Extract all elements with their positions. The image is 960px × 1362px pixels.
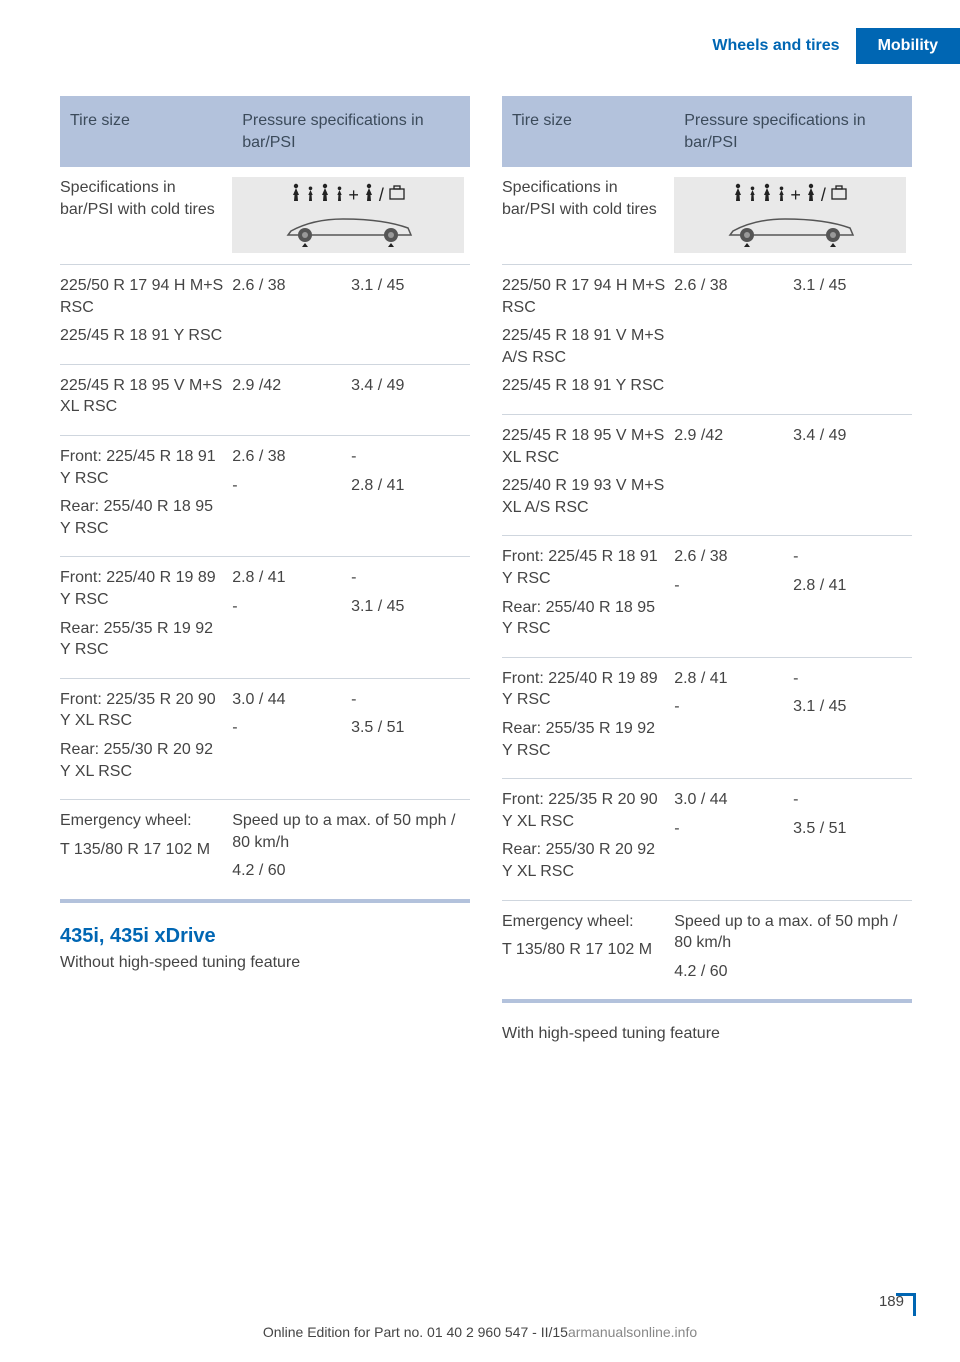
breadcrumb: Wheels and tires — [712, 37, 855, 55]
pressure-cell-2: 3.1 / 45 — [793, 265, 912, 415]
tire-size-cell: 225/50 R 17 94 H M+S RSC225/45 R 18 91 V… — [502, 265, 674, 415]
pressure-cell-1: 3.0 / 44- — [232, 678, 351, 799]
spec-label: Specifications in bar/PSI with cold tire… — [60, 167, 232, 264]
people-icon-row: + / — [682, 183, 898, 207]
pressure-cell-2: -2.8 / 41 — [351, 436, 470, 557]
header-bar: Wheels and tires Mobility — [712, 28, 960, 64]
content-area: Tire size Pressure specifications in bar… — [60, 96, 912, 1043]
pressure-cell-2: 3.4 / 49 — [351, 364, 470, 435]
pressure-cell-1: 2.8 / 41- — [232, 557, 351, 678]
pressure-cell-2: -3.5 / 51 — [351, 678, 470, 799]
left-column: Tire size Pressure specifications in bar… — [60, 96, 470, 1043]
header-pressure: Pressure specifications in bar/PSI — [674, 96, 912, 167]
tire-size-cell: 225/45 R 18 95 V M+S XL RSC225/40 R 19 9… — [502, 415, 674, 536]
person-icon — [290, 183, 302, 207]
table-row: Front: 225/45 R 18 91 Y RSCRear: 255/40 … — [502, 536, 912, 657]
car-icon — [715, 213, 865, 247]
page-number: 189 — [879, 1293, 904, 1310]
tire-size-cell: Front: 225/45 R 18 91 Y RSCRear: 255/40 … — [60, 436, 232, 557]
tire-size-cell: Front: 225/35 R 20 90 Y XL RSCRear: 255/… — [502, 779, 674, 900]
footer-edition: Online Edition for Part no. 01 40 2 960 … — [263, 1324, 568, 1340]
right-subtitle: With high-speed tuning feature — [502, 1025, 912, 1043]
table-header-row: Tire size Pressure specifications in bar… — [502, 96, 912, 167]
spec-row: Specifications in bar/PSI with cold tire… — [60, 167, 470, 264]
table-row: 225/50 R 17 94 H M+S RSC225/45 R 18 91 Y… — [60, 265, 470, 365]
footer-text: Online Edition for Part no. 01 40 2 960 … — [0, 1324, 960, 1340]
person-small-icon — [306, 183, 315, 207]
table-row: Front: 225/40 R 19 89 Y RSCRear: 255/35 … — [502, 657, 912, 778]
tire-size-cell: 225/50 R 17 94 H M+S RSC225/45 R 18 91 Y… — [60, 265, 232, 365]
table-row: 225/45 R 18 95 V M+S XL RSC225/40 R 19 9… — [502, 415, 912, 536]
car-icon-row — [240, 213, 456, 247]
person-icon — [761, 183, 773, 207]
spec-label: Specifications in bar/PSI with cold tire… — [502, 167, 674, 264]
pressure-cell-1: 2.8 / 41- — [674, 657, 793, 778]
car-icon-row — [682, 213, 898, 247]
page-corner-v — [913, 1296, 916, 1316]
pressure-cell-2: -2.8 / 41 — [793, 536, 912, 657]
spec-row: Specifications in bar/PSI with cold tire… — [502, 167, 912, 264]
pressure-cell-1: 2.6 / 38- — [232, 436, 351, 557]
person-icon — [319, 183, 331, 207]
pressure-cell-1: 3.0 / 44- — [674, 779, 793, 900]
slash-icon: / — [821, 183, 826, 207]
tire-size-cell: Emergency wheel:T 135/80 R 17 102 M — [502, 900, 674, 1001]
header-tire-size: Tire size — [60, 96, 232, 167]
tire-size-cell: 225/45 R 18 95 V M+S XL RSC — [60, 364, 232, 435]
person-icon — [732, 183, 744, 207]
pressure-cell-2: 3.1 / 45 — [351, 265, 470, 365]
pressure-cell-2: -3.1 / 45 — [351, 557, 470, 678]
plus-icon: + — [348, 183, 359, 207]
pressure-cell-2: -3.1 / 45 — [793, 657, 912, 778]
pressure-cell-1: 2.6 / 38 — [674, 265, 793, 415]
people-icon-row: + / — [240, 183, 456, 207]
car-icon — [273, 213, 423, 247]
tire-size-cell: Front: 225/40 R 19 89 Y RSCRear: 255/35 … — [60, 557, 232, 678]
pressure-cell: Speed up to a max. of 50 mph / 80 km/h4.… — [232, 800, 470, 901]
luggage-icon — [830, 183, 848, 207]
tire-size-cell: Emergency wheel:T 135/80 R 17 102 M — [60, 800, 232, 901]
pressure-cell-2: 3.4 / 49 — [793, 415, 912, 536]
table-row: Emergency wheel:T 135/80 R 17 102 MSpeed… — [60, 800, 470, 901]
person-icon — [363, 183, 375, 207]
section-subtitle: Without high-speed tuning feature — [60, 954, 470, 972]
person-small-icon — [748, 183, 757, 207]
slash-icon: / — [379, 183, 384, 207]
table-row: Front: 225/45 R 18 91 Y RSCRear: 255/40 … — [60, 436, 470, 557]
header-current-section: Mobility — [856, 28, 960, 64]
table-header-row: Tire size Pressure specifications in bar… — [60, 96, 470, 167]
load-icon-cell: + / — [674, 167, 912, 264]
person-small-icon — [335, 183, 344, 207]
pressure-cell-1: 2.6 / 38- — [674, 536, 793, 657]
person-icon — [805, 183, 817, 207]
footer: 189 Online Edition for Part no. 01 40 2 … — [0, 1324, 960, 1340]
tire-size-cell: Front: 225/45 R 18 91 Y RSCRear: 255/40 … — [502, 536, 674, 657]
header-pressure: Pressure specifications in bar/PSI — [232, 96, 470, 167]
load-icon-cell: + / — [232, 167, 470, 264]
tire-size-cell: Front: 225/40 R 19 89 Y RSCRear: 255/35 … — [502, 657, 674, 778]
pressure-cell-2: -3.5 / 51 — [793, 779, 912, 900]
section-title: 435i, 435i xDrive — [60, 925, 470, 948]
right-tire-table: Tire size Pressure specifications in bar… — [502, 96, 912, 1003]
tire-size-cell: Front: 225/35 R 20 90 Y XL RSCRear: 255/… — [60, 678, 232, 799]
pressure-cell-1: 2.6 / 38 — [232, 265, 351, 365]
footer-watermark: armanualsonline.info — [568, 1324, 697, 1340]
luggage-icon — [388, 183, 406, 207]
left-tire-table: Tire size Pressure specifications in bar… — [60, 96, 470, 903]
pressure-cell-1: 2.9 /42 — [232, 364, 351, 435]
plus-icon: + — [790, 183, 801, 207]
person-small-icon — [777, 183, 786, 207]
header-tire-size: Tire size — [502, 96, 674, 167]
table-row: 225/50 R 17 94 H M+S RSC225/45 R 18 91 V… — [502, 265, 912, 415]
table-row: Front: 225/35 R 20 90 Y XL RSCRear: 255/… — [60, 678, 470, 799]
right-column: Tire size Pressure specifications in bar… — [502, 96, 912, 1043]
table-row: Front: 225/40 R 19 89 Y RSCRear: 255/35 … — [60, 557, 470, 678]
table-row: Emergency wheel:T 135/80 R 17 102 MSpeed… — [502, 900, 912, 1001]
table-row: Front: 225/35 R 20 90 Y XL RSCRear: 255/… — [502, 779, 912, 900]
pressure-cell-1: 2.9 /42 — [674, 415, 793, 536]
table-row: 225/45 R 18 95 V M+S XL RSC2.9 /423.4 / … — [60, 364, 470, 435]
pressure-cell: Speed up to a max. of 50 mph / 80 km/h4.… — [674, 900, 912, 1001]
